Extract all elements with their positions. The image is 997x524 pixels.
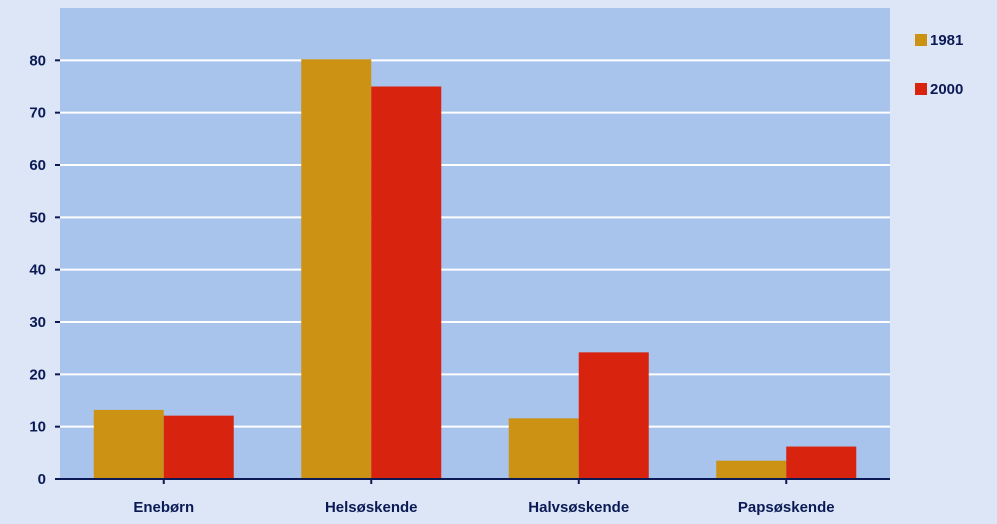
y-tick-label: 10 [29, 419, 46, 436]
x-tick-label: Halvsøskende [528, 499, 629, 516]
y-tick-label: 80 [29, 52, 46, 69]
bars [93, 59, 857, 479]
y-axis-ticks: 0 10 20 30 40 50 60 70 80 [29, 52, 60, 488]
legend-label: 1981 [930, 32, 963, 49]
x-tick-label: Helsøskende [325, 499, 418, 516]
legend-label: 2000 [930, 81, 963, 98]
bar-1981-2 [508, 418, 579, 479]
bar-2000-2 [578, 352, 649, 479]
bar-2000-0 [163, 415, 234, 479]
x-tick-label: Enebørn [133, 499, 194, 516]
x-axis-ticks: Enebørn Helsøskende Halvsøskende Papsøskend… [133, 479, 835, 516]
bar-1981-3 [716, 460, 787, 479]
legend-swatch-1981 [915, 34, 927, 46]
y-tick-label: 50 [29, 209, 46, 226]
y-tick-label: 0 [38, 471, 46, 488]
y-tick-label: 40 [29, 262, 46, 279]
bar-1981-1 [301, 59, 372, 479]
bar-1981-0 [93, 409, 164, 479]
plot-area [60, 8, 890, 480]
y-tick-label: 70 [29, 105, 46, 122]
y-tick-label: 60 [29, 157, 46, 174]
bar-2000-3 [786, 446, 857, 479]
y-tick-label: 20 [29, 366, 46, 383]
x-tick-label: Papsøskende [738, 499, 835, 516]
y-tick-label: 30 [29, 314, 46, 331]
legend: 1981 2000 [915, 32, 963, 98]
bar-2000-1 [371, 86, 442, 479]
legend-swatch-2000 [915, 83, 927, 95]
